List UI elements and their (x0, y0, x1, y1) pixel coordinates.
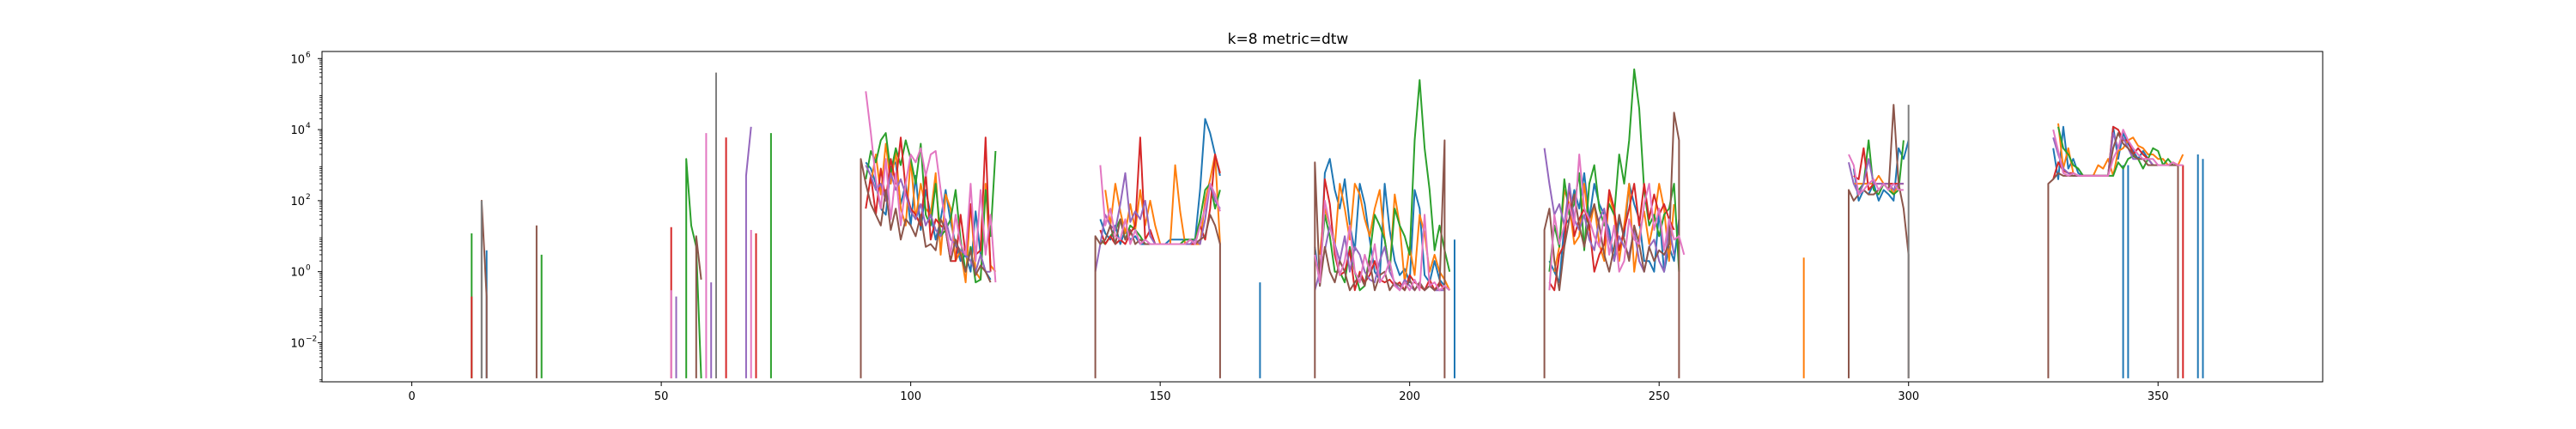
y-tick-base-3: 10 (290, 124, 305, 137)
x-tick-label-0: 0 (408, 390, 415, 403)
series-7-segment-4 (865, 91, 997, 283)
y-tick-base-2: 10 (290, 196, 305, 208)
series-3-segment-10 (2057, 126, 2178, 177)
series-6-segment-7 (1314, 139, 1446, 378)
series-4 (471, 125, 2184, 378)
x-tick-label-350: 350 (2148, 390, 2169, 403)
series-5-segment-7 (1543, 148, 1675, 273)
plot-frame (321, 51, 2324, 383)
series-2-segment-6 (1853, 174, 1904, 196)
series-7-segment-7 (1548, 154, 1686, 291)
series-3-segment-3 (685, 158, 702, 378)
y-tick-base-4: 10 (290, 53, 305, 66)
x-tick-label-100: 100 (900, 390, 921, 403)
x-tick-label-150: 150 (1150, 390, 1171, 403)
series-7-segment-8 (1848, 154, 1904, 196)
x-tick-label-200: 200 (1399, 390, 1420, 403)
series-3-segment-7 (1319, 79, 1451, 292)
x-tick-label-300: 300 (1898, 390, 1919, 403)
y-tick-exponent-1: 0 (306, 264, 311, 273)
y-tick-label-0: 10 (290, 337, 305, 350)
x-tick-label-250: 250 (1649, 390, 1670, 403)
y-tick-base-0: 10 (290, 337, 305, 350)
y-tick-label-2: 10 (290, 196, 305, 208)
y-tick-label-1: 10 (290, 267, 305, 280)
series-6-segment-3 (695, 235, 702, 378)
y-tick-label-4: 10 (290, 53, 305, 66)
series-7-segment-9 (2052, 129, 2184, 177)
x-tick-label-50: 50 (654, 390, 669, 403)
y-tick-label-3: 10 (290, 124, 305, 137)
y-tick-exponent-2: 2 (306, 193, 311, 202)
chart-title: k=8 metric=dtw (1228, 31, 1349, 48)
series-6-segment-8 (1543, 112, 1680, 378)
series-5-segment-3 (744, 126, 752, 378)
series-8 (480, 72, 1910, 378)
y-tick-exponent-0: −2 (306, 335, 317, 343)
y-tick-exponent-3: 4 (306, 122, 311, 130)
series-layer (471, 68, 2204, 378)
y-tick-exponent-4: 6 (306, 51, 311, 59)
series-7-segment-5 (1099, 165, 1221, 245)
series-7-segment-6 (1314, 199, 1450, 292)
y-tick-base-1: 10 (290, 267, 305, 280)
series-6-segment-5 (860, 158, 992, 378)
series-7 (670, 91, 2184, 378)
